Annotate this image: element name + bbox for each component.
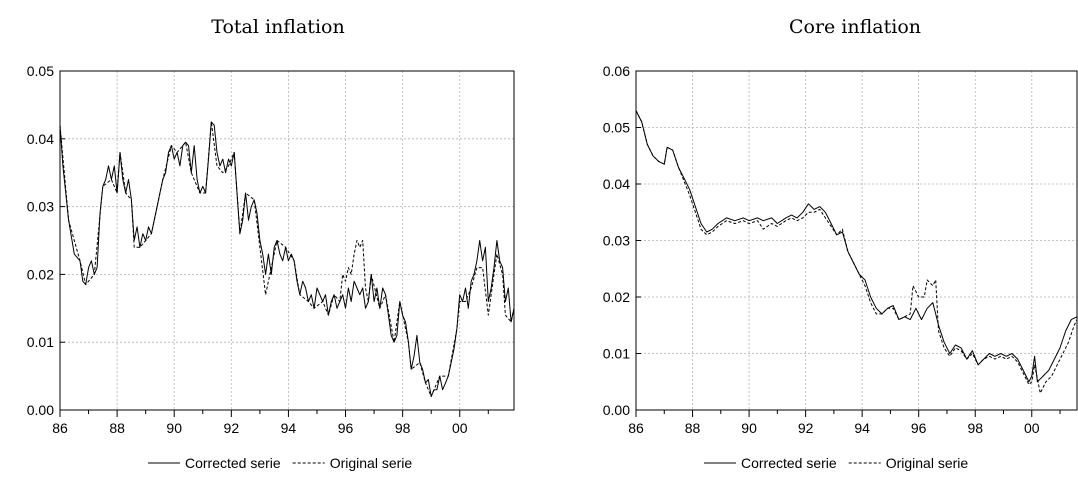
original-serie-line bbox=[635, 110, 1078, 394]
x-tick-label: 90 bbox=[166, 420, 182, 436]
y-tick-label: 0.02 bbox=[603, 289, 630, 305]
x-tick-label: 92 bbox=[224, 420, 240, 436]
total-inflation-panel: Total inflation 0.00 0.01 0.02 0.03 0.04 0.05… bbox=[27, 16, 515, 471]
x-tick-label: 00 bbox=[452, 420, 468, 436]
y-tick-label: 0.06 bbox=[603, 63, 630, 79]
x-tick-label: 90 bbox=[741, 420, 757, 436]
y-tick-label: 0.03 bbox=[603, 233, 630, 249]
x-tick-label: 96 bbox=[338, 420, 354, 436]
y-tick-label: 0.04 bbox=[27, 131, 54, 147]
chart-title: Total inflation bbox=[211, 16, 344, 38]
y-tick-label: 0.05 bbox=[603, 120, 630, 136]
x-tick-label: 94 bbox=[281, 420, 297, 436]
plot-frame bbox=[59, 70, 515, 411]
chart-title: Core inflation bbox=[789, 16, 921, 38]
y-tick-label: 0.01 bbox=[603, 346, 630, 362]
x-tick-label: 00 bbox=[1024, 420, 1040, 436]
y-tick-label: 0.02 bbox=[27, 266, 54, 282]
y-tick-label: 0.04 bbox=[603, 176, 630, 192]
corrected-serie-line bbox=[59, 121, 515, 397]
legend-label: Original serie bbox=[330, 455, 413, 471]
y-tick-label: 0.00 bbox=[603, 402, 630, 418]
legend-label: Corrected serie bbox=[185, 455, 281, 471]
x-tick-label: 96 bbox=[911, 420, 927, 436]
x-tick-label: 86 bbox=[628, 420, 644, 436]
legend-label: Corrected serie bbox=[741, 455, 837, 471]
original-serie-line bbox=[59, 121, 515, 397]
y-tick-label: 0.05 bbox=[27, 63, 54, 79]
x-tick-label: 94 bbox=[854, 420, 870, 436]
y-tick-label: 0.01 bbox=[27, 334, 54, 350]
x-tick-label: 92 bbox=[798, 420, 814, 436]
x-tick-label: 98 bbox=[395, 420, 411, 436]
corrected-serie-line bbox=[635, 110, 1078, 383]
legend-label: Original serie bbox=[886, 455, 969, 471]
core-inflation-panel: Core inflation 0.00 0.01 0.02 0.03 0.04 0.05 0… bbox=[603, 16, 1078, 471]
y-tick-label: 0.00 bbox=[27, 402, 54, 418]
x-tick-label: 86 bbox=[52, 420, 68, 436]
x-tick-label: 88 bbox=[109, 420, 125, 436]
x-tick-label: 88 bbox=[685, 420, 701, 436]
y-tick-label: 0.03 bbox=[27, 199, 54, 215]
x-tick-label: 98 bbox=[967, 420, 983, 436]
